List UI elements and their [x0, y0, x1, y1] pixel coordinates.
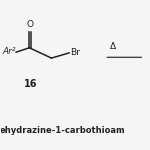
Text: Br: Br	[70, 48, 80, 57]
Text: Δ: Δ	[110, 42, 116, 51]
Text: 16: 16	[24, 79, 38, 89]
Text: O: O	[26, 20, 33, 29]
Text: Ar²: Ar²	[3, 47, 16, 56]
Text: ehydrazine-1-carbothioam: ehydrazine-1-carbothioam	[0, 126, 126, 135]
